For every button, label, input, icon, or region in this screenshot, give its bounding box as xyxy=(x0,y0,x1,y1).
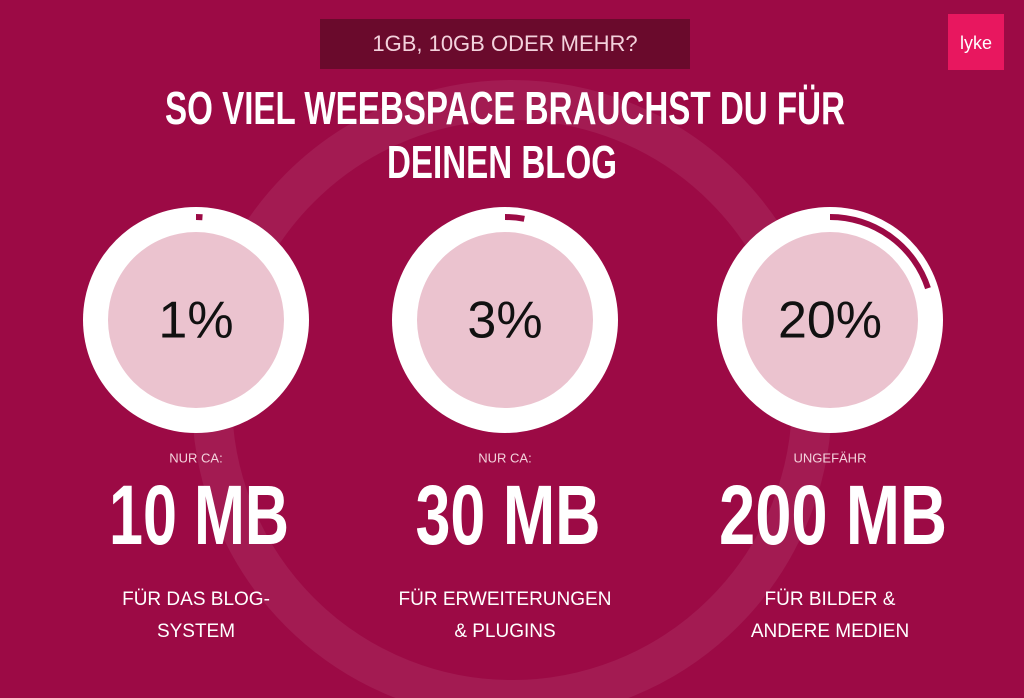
description: ANDERE MEDIEN xyxy=(751,621,909,642)
title-line: SO VIEL WEEBSPACE BRAUCHST DU FÜR xyxy=(165,82,845,134)
amount: 10 MB xyxy=(109,468,289,562)
percent-label: 20% xyxy=(778,292,882,350)
progress-arc xyxy=(504,214,525,222)
tag: 1GB, 10GB ODER MEHR? xyxy=(372,31,637,56)
title-line: DEINEN BLOG xyxy=(387,136,617,188)
ring-inner xyxy=(417,232,593,408)
percent-label: 3% xyxy=(467,292,542,350)
description: SYSTEM xyxy=(157,621,235,642)
description: FÜR ERWEITERUNGEN xyxy=(399,589,612,610)
tag-box xyxy=(320,19,690,69)
ring-inner xyxy=(108,232,284,408)
ring-inner xyxy=(742,232,918,408)
progress-arc xyxy=(829,214,931,290)
percent-label: 1% xyxy=(158,292,233,350)
logo: lyke xyxy=(960,33,992,53)
description: FÜR DAS BLOG- xyxy=(122,589,270,610)
prefix: UNGEFÄHR xyxy=(794,450,867,465)
description: & PLUGINS xyxy=(454,621,555,642)
description: FÜR BILDER & xyxy=(765,589,896,610)
prefix: NUR CA: xyxy=(169,450,222,465)
amount: 200 MB xyxy=(719,468,947,562)
amount: 30 MB xyxy=(416,468,601,562)
prefix: NUR CA: xyxy=(478,450,531,465)
logo-box xyxy=(948,14,1004,70)
